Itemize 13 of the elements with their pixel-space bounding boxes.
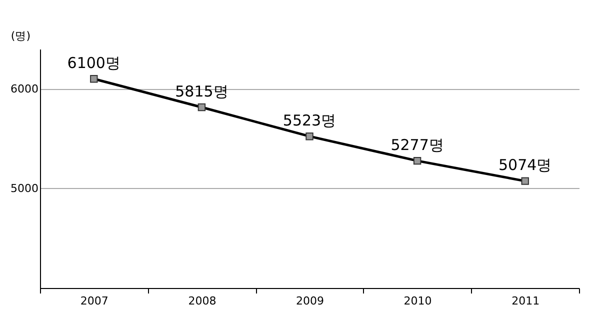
x-tick-label: 2008 bbox=[188, 294, 216, 308]
x-tick-label: 2010 bbox=[404, 294, 432, 308]
text: 6100명 bbox=[67, 54, 120, 72]
text: 5277명 bbox=[390, 136, 444, 154]
text: 5815명 bbox=[175, 82, 228, 100]
x-tick-label: 2009 bbox=[296, 294, 324, 308]
text: 5074명 bbox=[498, 156, 552, 174]
x-tick-label: 2011 bbox=[512, 294, 540, 308]
text: 5523명 bbox=[282, 111, 336, 130]
y-axis-title: (명) bbox=[10, 30, 30, 42]
y-tick-label: 6000 bbox=[10, 82, 38, 96]
x-tick-label: 2007 bbox=[80, 294, 108, 308]
y-tick-label: 5000 bbox=[10, 182, 38, 195]
